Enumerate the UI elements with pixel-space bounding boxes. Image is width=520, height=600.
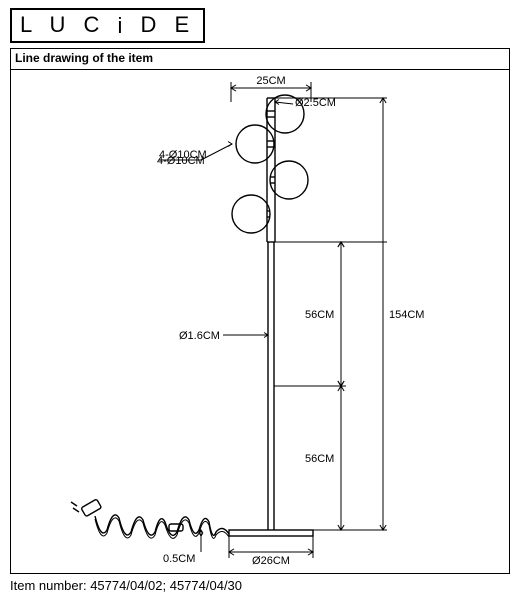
title-strip: Line drawing of the item [11, 49, 509, 70]
svg-text:Ø2.5CM: Ø2.5CM [295, 97, 336, 109]
svg-text:0.5CM: 0.5CM [163, 553, 195, 565]
brand-name: L U C i D E [20, 12, 195, 37]
svg-text:25CM: 25CM [256, 75, 285, 87]
svg-text:154CM: 154CM [389, 309, 424, 321]
page: L U C i D E Line drawing of the item 25C… [0, 0, 520, 600]
footer-label: Item number: [10, 578, 90, 593]
svg-text:56CM: 56CM [305, 309, 334, 321]
svg-text:4-Ø10CM: 4-Ø10CM [159, 149, 207, 161]
drawing-area: 25CMØ2.5CM4-Ø10CM4-Ø10CMØ1.6CM56CM56CM15… [11, 70, 509, 573]
title-text: Line drawing of the item [15, 51, 153, 65]
svg-text:Ø26CM: Ø26CM [252, 555, 290, 567]
line-drawing-svg: 25CMØ2.5CM4-Ø10CM4-Ø10CMØ1.6CM56CM56CM15… [11, 70, 509, 573]
svg-text:56CM: 56CM [305, 453, 334, 465]
footer: Item number: 45774/04/02; 45774/04/30 [10, 578, 510, 596]
footer-value: 45774/04/02; 45774/04/30 [90, 578, 242, 593]
svg-text:Ø1.6CM: Ø1.6CM [179, 330, 220, 342]
outer-frame: Line drawing of the item 25CM Ø2.5CM 4-Ø10… [10, 48, 510, 574]
brand-logo: L U C i D E [10, 8, 205, 43]
